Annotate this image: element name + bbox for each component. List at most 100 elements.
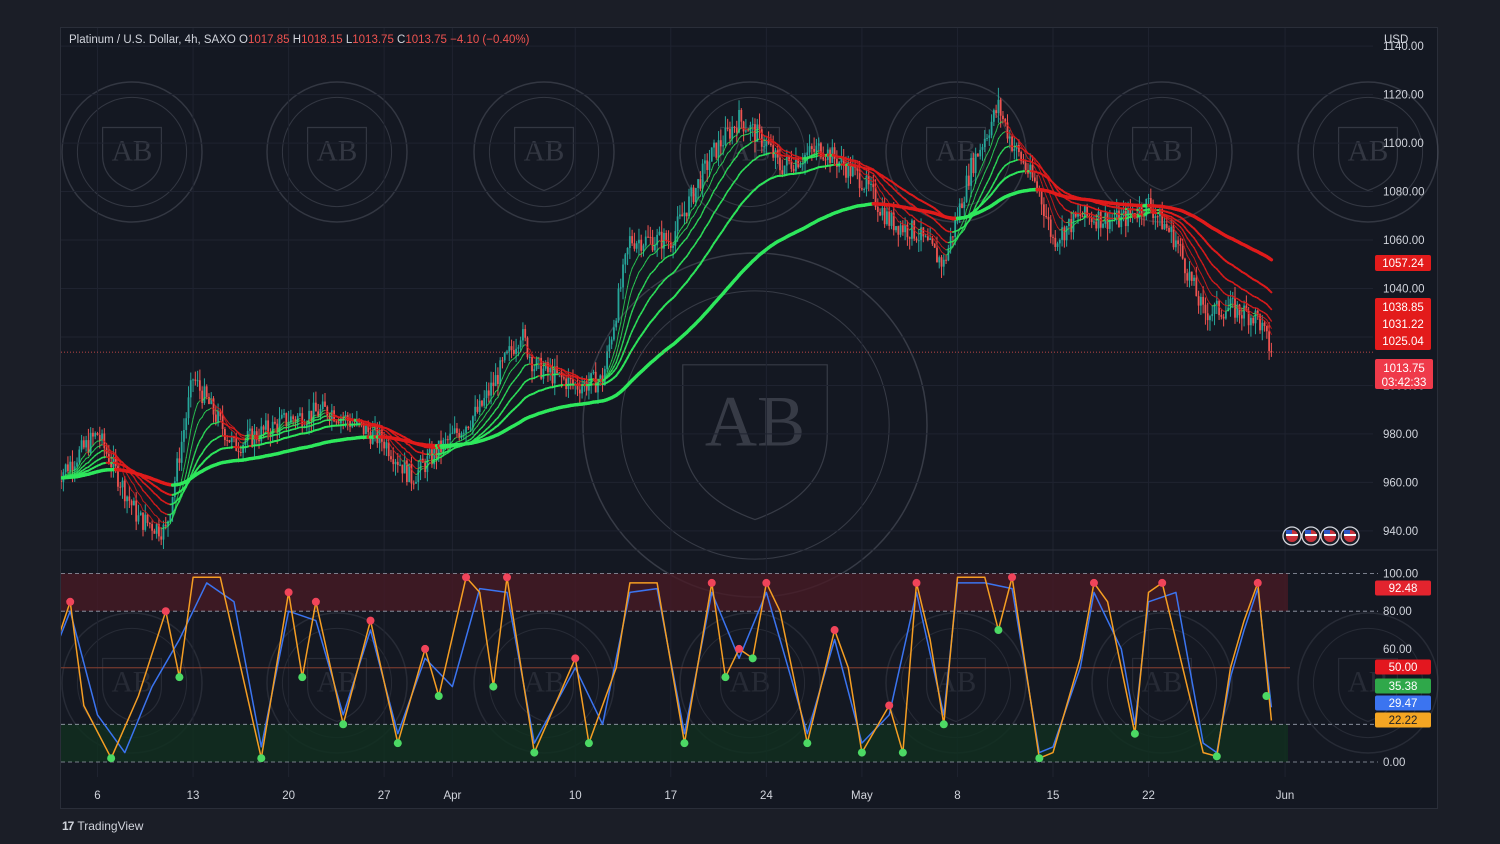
candle <box>269 428 272 447</box>
candle <box>117 462 119 492</box>
trough-dot <box>393 739 402 748</box>
candle-body <box>1154 216 1157 218</box>
candle-body <box>76 462 78 467</box>
ema-segment <box>617 358 622 365</box>
candle-body <box>1168 227 1170 232</box>
candle-body <box>1209 316 1211 321</box>
candle <box>1156 215 1159 228</box>
candle <box>710 147 713 162</box>
candle-body <box>374 425 376 431</box>
candle <box>679 205 681 220</box>
seal-monogram: AB <box>1142 135 1183 167</box>
ema-segment <box>890 210 895 217</box>
ema-segment <box>1170 223 1175 230</box>
candle-body <box>85 440 88 448</box>
candle <box>173 476 176 504</box>
ema-segment <box>619 353 624 361</box>
candle-body <box>324 401 326 407</box>
candle-body <box>210 398 213 404</box>
ema-segment <box>617 336 622 347</box>
candle-body <box>597 382 599 393</box>
ema-segment <box>131 489 135 494</box>
ema-segment <box>1170 220 1175 226</box>
candle <box>451 425 454 435</box>
candle <box>1206 302 1209 331</box>
candle-body <box>1188 271 1191 281</box>
candle-body <box>808 146 811 153</box>
trough-dot <box>107 754 116 763</box>
ema-segment <box>613 361 617 368</box>
candle <box>158 518 160 542</box>
candle-body <box>58 478 60 481</box>
candle-body <box>683 212 686 217</box>
ema-segment <box>410 468 415 473</box>
ema-segment <box>1268 328 1272 335</box>
candle-body <box>738 109 740 133</box>
ema-segment <box>1025 153 1029 159</box>
candle <box>283 408 285 418</box>
ema-segment <box>520 354 524 360</box>
ema-segment <box>103 440 108 445</box>
chart-panel[interactable] <box>60 27 1438 809</box>
candle <box>160 527 163 546</box>
candle <box>1108 210 1111 234</box>
candle <box>103 428 106 459</box>
ema-segment <box>936 239 940 244</box>
candle <box>744 119 747 134</box>
candle-body <box>792 168 795 172</box>
candle-body <box>1024 162 1027 171</box>
ema-segment <box>504 390 508 396</box>
ema-segment <box>137 492 142 497</box>
candle-body <box>1170 226 1173 232</box>
candle <box>963 196 966 218</box>
candle <box>551 358 554 387</box>
candle-body <box>1065 226 1068 241</box>
ema-segment <box>1047 179 1052 187</box>
candle-body <box>385 442 388 449</box>
ema-segment <box>620 341 624 351</box>
candle <box>1102 222 1104 229</box>
ema-segment <box>279 423 283 428</box>
candle-body <box>1197 296 1200 306</box>
candle <box>997 87 1000 123</box>
ema-segment <box>774 144 779 149</box>
candle-body <box>1097 211 1100 229</box>
ema-segment <box>476 415 481 422</box>
ema-segment <box>156 522 160 527</box>
candle <box>690 184 693 208</box>
ema-segment <box>990 182 995 189</box>
candle-body <box>185 418 188 430</box>
price-labels: 1057.241038.851031.221025.041013.7503:42… <box>1375 255 1433 728</box>
candle <box>415 475 417 484</box>
ema-segment <box>638 289 642 296</box>
ema-segment <box>374 426 378 431</box>
ema-segment <box>126 481 130 487</box>
candle <box>203 378 206 405</box>
candle-body <box>517 347 520 349</box>
peak-dot <box>885 701 894 710</box>
ema-segment <box>1054 222 1059 228</box>
candle-body <box>820 143 822 158</box>
candle-body <box>1172 226 1175 248</box>
candle-body <box>656 234 659 246</box>
candle <box>742 120 745 142</box>
candle-body <box>558 372 561 374</box>
ema-segment <box>149 507 153 513</box>
seal-inner-ring <box>76 96 188 208</box>
candle-body <box>1156 216 1159 218</box>
ema-segment <box>144 510 149 515</box>
candle-body <box>512 349 515 354</box>
candle <box>180 430 183 472</box>
candle-body <box>1033 177 1036 182</box>
candle-body <box>790 161 793 169</box>
candle-body <box>1254 310 1257 324</box>
candle-body <box>1063 227 1066 241</box>
candle-body <box>1061 227 1063 240</box>
ema-segment <box>1032 163 1036 169</box>
seal-monogram: AB <box>524 666 565 698</box>
ema-segment <box>470 431 474 436</box>
ema-segment <box>642 281 647 288</box>
candle-body <box>861 188 863 190</box>
candle <box>965 165 968 203</box>
